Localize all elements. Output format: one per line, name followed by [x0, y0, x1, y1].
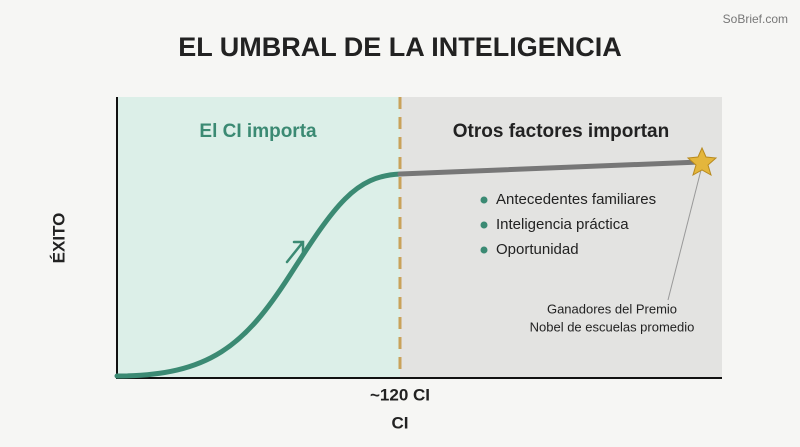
plateau-line	[397, 159, 703, 177]
bullet-dot	[480, 221, 488, 229]
bullet: Antecedentes familiares	[496, 191, 656, 208]
title: EL UMBRAL DE LA INTELIGENCIA	[178, 32, 622, 62]
star	[686, 146, 718, 177]
annotation: Nobel de escuelas promedio	[530, 319, 695, 334]
region-right-label: Otros factores importan	[453, 121, 669, 142]
region-right-bg	[400, 97, 722, 378]
x-axis-label: CI	[392, 413, 409, 432]
bullet: Inteligencia práctica	[496, 216, 629, 233]
region-left-bg	[117, 97, 400, 378]
y-axis-label: ÉXITO	[49, 213, 68, 264]
annotation: Ganadores del Premio	[547, 301, 677, 316]
watermark: SoBrief.com	[723, 12, 788, 26]
bullet-dot	[480, 196, 488, 204]
rise-arrow	[285, 240, 305, 264]
threshold-label: ~120 CI	[370, 385, 430, 404]
region-left-label: El CI importa	[199, 121, 317, 142]
annotation-line	[667, 165, 703, 301]
bullet: Oportunidad	[496, 241, 579, 258]
bullet-dot	[480, 246, 488, 254]
success-curve	[114, 171, 403, 379]
